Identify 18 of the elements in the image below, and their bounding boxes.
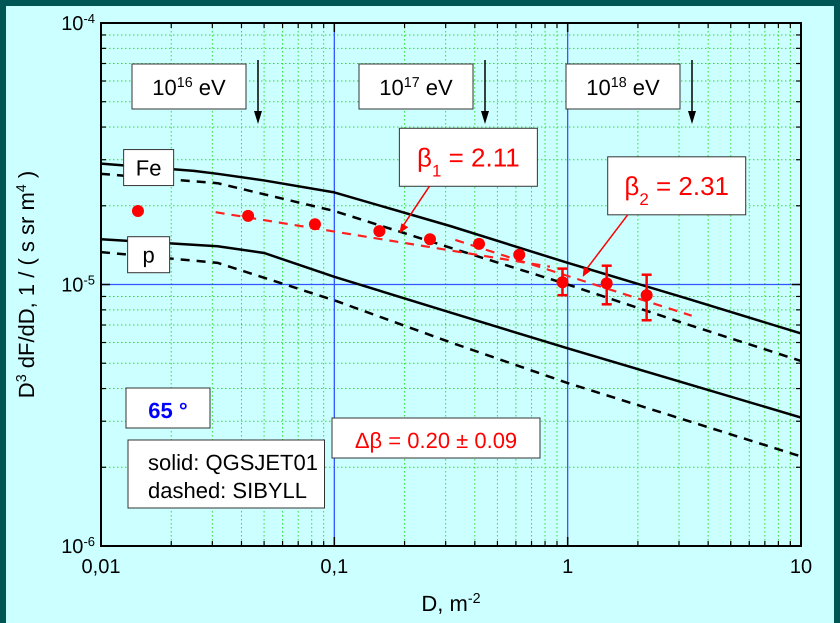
annotation: 65 ° xyxy=(148,398,188,423)
x-tick-label: 0,01 xyxy=(82,556,120,578)
x-tick-label: 0,1 xyxy=(320,556,348,578)
annotation: Fe xyxy=(136,156,162,181)
annotation: 10$^{17}$ eV xyxy=(379,75,454,100)
annotation: β$_{1}$ = 2.11 xyxy=(417,142,520,180)
annotation: 10$^{16}$ eV xyxy=(152,75,226,100)
y-tick-label: 10$^{-4}$ xyxy=(61,10,95,35)
y-tick-label: 10$^{-6}$ xyxy=(61,534,95,558)
annotation: solid: QGSJET01 dashed: SIBYLL xyxy=(148,450,318,503)
annotation: Δβ = 0.20 ± 0.09 xyxy=(354,428,518,453)
annotation: 10$^{18}$ eV xyxy=(586,75,660,100)
annotation: β$_{2}$ = 2.31 xyxy=(624,170,730,208)
x-tick-label: 1 xyxy=(562,556,574,578)
x-tick-label: 10 xyxy=(790,556,812,578)
y-tick-label: 10$^{-5}$ xyxy=(61,272,95,296)
annotation: p xyxy=(142,242,155,268)
x-axis-title: D, m$^{-2}$ xyxy=(421,591,481,616)
